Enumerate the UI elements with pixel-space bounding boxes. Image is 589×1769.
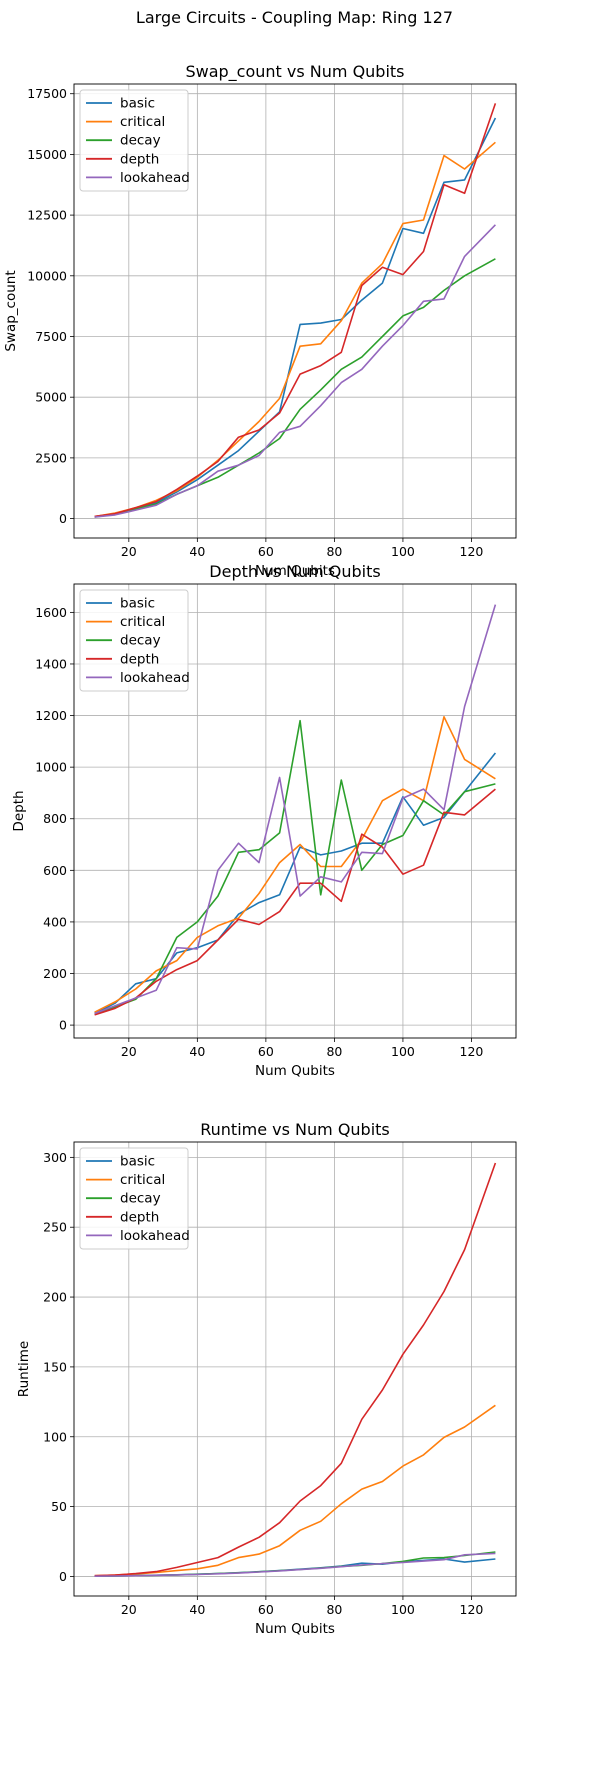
legend-box — [79, 589, 189, 692]
y-axis-label: Depth — [11, 790, 27, 831]
swap-count-chart-title: Swap_count vs Num Qubits — [185, 62, 404, 82]
x-tick-label: 60 — [258, 1602, 274, 1617]
x-tick-label: 100 — [391, 1602, 415, 1617]
legend-box — [79, 89, 189, 192]
x-tick-label: 80 — [326, 544, 342, 559]
y-tick-label: 12500 — [27, 208, 67, 223]
y-tick-label: 0 — [59, 511, 67, 526]
x-tick-label: 60 — [258, 1044, 274, 1059]
x-axis-label: Num Qubits — [255, 1621, 335, 1637]
depth-chart-title: Depth vs Num Qubits — [209, 562, 380, 581]
x-tick-label: 40 — [189, 1602, 205, 1617]
y-tick-label: 2500 — [35, 450, 67, 465]
y-tick-label: 5000 — [35, 390, 67, 405]
y-axis-label: Runtime — [16, 1341, 32, 1397]
legend-entry-lookahead: lookahead — [120, 1228, 190, 1244]
x-tick-label: 80 — [326, 1044, 342, 1059]
legend-box — [79, 1147, 189, 1250]
y-tick-label: 300 — [43, 1150, 67, 1165]
series-line-depth — [94, 788, 496, 1016]
plot-frame — [73, 583, 517, 1039]
y-tick-label: 600 — [43, 863, 67, 878]
series-line-basic — [94, 117, 497, 518]
series-line-lookahead — [94, 224, 496, 518]
legend-entry-critical: critical — [120, 114, 165, 130]
series-line-decay — [94, 719, 496, 1015]
x-tick-label: 20 — [121, 1602, 137, 1617]
x-tick-label: 120 — [460, 544, 484, 559]
x-tick-label: 40 — [189, 1044, 205, 1059]
series-line-depth — [94, 103, 497, 518]
x-tick-label: 120 — [460, 1602, 484, 1617]
runtime-chart-title: Runtime vs Num Qubits — [200, 1120, 390, 1139]
legend-entry-decay: decay — [120, 1191, 161, 1207]
y-tick-label: 50 — [51, 1499, 67, 1514]
y-tick-label: 800 — [43, 811, 67, 826]
x-tick-label: 40 — [189, 544, 205, 559]
y-tick-label: 0 — [59, 1018, 67, 1033]
y-tick-label: 1400 — [35, 656, 67, 671]
series-line-decay — [94, 258, 496, 518]
series-line-critical — [94, 141, 496, 518]
legend-entry-depth: depth — [120, 1209, 159, 1225]
legend-entry-depth: depth — [120, 651, 159, 667]
x-tick-label: 100 — [391, 1044, 415, 1059]
y-tick-label: 10000 — [27, 268, 67, 283]
legend-entry-decay: decay — [120, 133, 161, 149]
y-tick-label: 0 — [59, 1569, 67, 1584]
y-tick-label: 400 — [43, 914, 67, 929]
series-line-lookahead — [94, 604, 497, 1015]
y-tick-label: 17500 — [27, 86, 67, 101]
y-axis-label: Swap_count — [3, 270, 19, 351]
x-tick-label: 80 — [326, 1602, 342, 1617]
series-line-critical — [94, 1404, 496, 1577]
y-tick-label: 200 — [43, 966, 67, 981]
x-tick-label: 20 — [121, 544, 137, 559]
x-tick-label: 100 — [391, 544, 415, 559]
legend: basic critical decay depth lookahead — [79, 1147, 190, 1250]
legend-entry-basic: basic — [120, 1154, 155, 1170]
y-tick-label: 150 — [43, 1359, 67, 1374]
legend-entry-basic: basic — [120, 96, 155, 112]
runtime-chart: Runtime vs Num Qubits 20 40 60 80 100 120 0 50 10… — [16, 1120, 517, 1637]
swap-count-chart: Swap_count vs Num Qubits 20 40 60 80 100 120 0 2… — [3, 62, 517, 579]
x-axis-label: Num Qubits — [255, 563, 335, 579]
legend-entry-depth: depth — [120, 151, 159, 167]
figure-title: Large Circuits - Coupling Map: Ring 127 — [135, 8, 454, 27]
y-tick-label: 100 — [43, 1429, 67, 1444]
x-tick-label: 60 — [258, 544, 274, 559]
series-line-critical — [94, 716, 496, 1013]
plot-frame — [73, 83, 517, 539]
legend-entry-lookahead: lookahead — [120, 670, 190, 686]
series-line-depth — [94, 1162, 497, 1577]
y-tick-label: 1000 — [35, 760, 67, 775]
x-axis-label: Num Qubits — [255, 1063, 335, 1079]
series-line-basic — [94, 752, 497, 1015]
series-line-lookahead — [94, 1552, 496, 1577]
y-tick-label: 250 — [43, 1220, 67, 1235]
y-tick-label: 1600 — [35, 605, 67, 620]
plot-frame — [73, 1141, 517, 1597]
y-tick-label: 1200 — [35, 708, 67, 723]
x-tick-label: 120 — [460, 1044, 484, 1059]
series-line-basic — [94, 1558, 496, 1577]
legend: basic critical decay depth lookahead — [79, 589, 190, 692]
legend-entry-decay: decay — [120, 633, 161, 649]
legend: basic critical decay depth lookahead — [79, 89, 190, 192]
y-tick-label: 200 — [43, 1290, 67, 1305]
legend-entry-critical: critical — [120, 614, 165, 630]
legend-entry-critical: critical — [120, 1172, 165, 1188]
legend-entry-basic: basic — [120, 596, 155, 612]
y-tick-label: 7500 — [35, 329, 67, 344]
legend-entry-lookahead: lookahead — [120, 170, 190, 186]
y-tick-label: 15000 — [27, 147, 67, 162]
x-tick-label: 20 — [121, 1044, 137, 1059]
